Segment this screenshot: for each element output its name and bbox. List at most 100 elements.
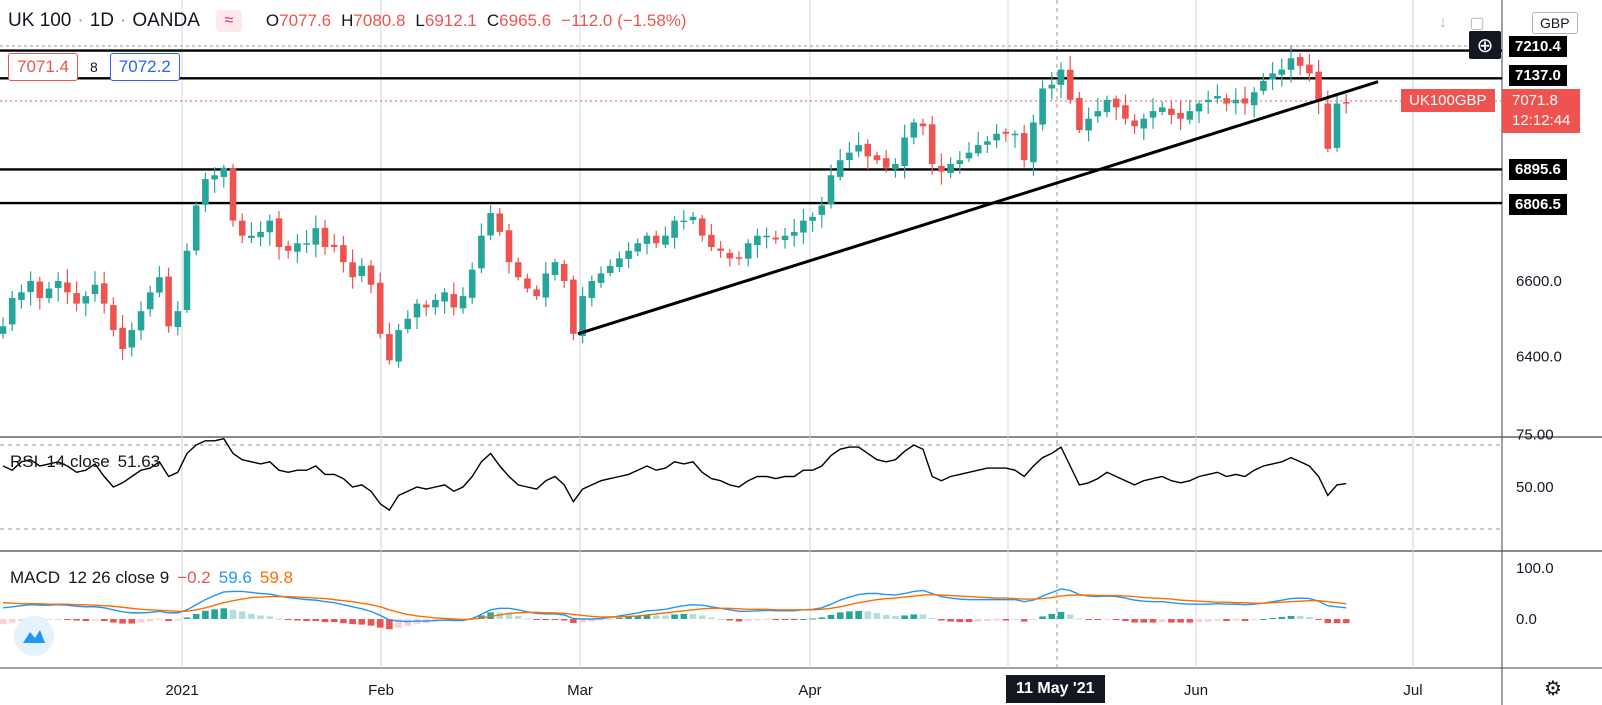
sell-button[interactable]: 7071.4 — [8, 53, 78, 81]
rsi-line — [2, 437, 1347, 512]
candle-body — [680, 220, 688, 223]
macd-histogram-bar — [1039, 616, 1046, 619]
candle-body — [1186, 111, 1194, 120]
macd-histogram-bar — [1232, 619, 1240, 621]
rsi-params: 14 close — [46, 452, 110, 471]
candle-body — [634, 243, 642, 252]
interval-label[interactable]: 1D — [89, 10, 114, 31]
candle-body — [846, 152, 853, 161]
candle-body — [514, 262, 522, 278]
candle-body — [772, 237, 780, 240]
candle-body — [395, 330, 402, 362]
macd-histogram-bar — [1296, 615, 1304, 619]
candle-body — [468, 269, 476, 298]
macd-tick-label: 100.0 — [1516, 560, 1554, 577]
ohlc-values: O7077.6 H7080.8 L6912.1 C6965.6 −112.0 (… — [266, 11, 687, 31]
macd-histogram-bar — [892, 615, 899, 619]
macd-histogram-bar — [901, 615, 908, 619]
candle-body — [560, 264, 568, 281]
tradingview-logo-icon[interactable] — [14, 616, 54, 656]
candle-body — [781, 235, 789, 241]
rsi-name[interactable]: RSI — [10, 452, 39, 471]
candle-body — [790, 231, 798, 236]
candle-body — [827, 175, 835, 205]
macd-histogram-bar — [450, 619, 458, 621]
macd-histogram-bar — [1342, 619, 1350, 624]
candle-body — [165, 276, 172, 327]
macd-histogram-bar — [689, 613, 697, 619]
macd-histogram-bar — [1333, 619, 1341, 624]
settings-gear-icon[interactable]: ⚙ — [1544, 678, 1562, 700]
macd-histogram-bar — [744, 619, 752, 622]
candle-body — [1214, 96, 1221, 99]
macd-histogram-bar — [1315, 619, 1322, 620]
macd-histogram-bar — [211, 609, 218, 619]
candle-body — [54, 281, 62, 288]
macd-hist-value: −0.2 — [177, 568, 211, 587]
candle-body — [386, 334, 393, 361]
macd-histogram-bar — [1122, 619, 1129, 622]
macd-histogram-bar — [1250, 619, 1258, 621]
candle-body — [1324, 103, 1332, 149]
candle-body — [1296, 57, 1304, 66]
candle-body — [100, 283, 108, 304]
macd-histogram-bar — [827, 614, 835, 619]
currency-button[interactable]: GBP — [1532, 12, 1578, 34]
low-value: 6912.1 — [424, 11, 477, 30]
add-alert-plus-icon[interactable]: ⊕ — [1469, 31, 1501, 59]
macd-histogram-bar — [956, 619, 964, 623]
macd-histogram-bar — [882, 614, 890, 619]
candle-body — [754, 235, 761, 246]
macd-histogram-bar — [1195, 619, 1203, 623]
macd-name[interactable]: MACD — [10, 568, 61, 587]
candle-body — [1177, 112, 1184, 119]
candle-body — [1002, 131, 1010, 134]
macd-histogram-bar — [110, 619, 117, 623]
candle-body — [662, 235, 669, 245]
macd-histogram-bar — [1103, 619, 1111, 620]
candle-body — [91, 284, 99, 294]
candle-body — [1195, 103, 1203, 112]
macd-histogram-bar — [183, 617, 191, 619]
macd-histogram-bar — [45, 619, 53, 621]
macd-histogram-bar — [606, 619, 614, 620]
buy-button[interactable]: 7072.2 — [109, 53, 180, 81]
macd-histogram-bar — [855, 610, 862, 619]
price-tick-label: 6400.0 — [1516, 349, 1562, 366]
compare-wave-icon[interactable]: ≈ — [215, 10, 242, 32]
macd-histogram-bar — [404, 619, 412, 627]
macd-histogram-bar — [137, 619, 145, 623]
candle-body — [1241, 98, 1249, 104]
symbol-name[interactable]: UK 100 — [8, 10, 72, 31]
download-icon[interactable]: ↓ — [1439, 14, 1447, 31]
spread-value: 8 — [90, 59, 98, 75]
candle-body — [993, 133, 1000, 141]
macd-histogram-bar — [726, 619, 734, 621]
macd-histogram-bar — [496, 612, 504, 619]
candle-body — [156, 277, 163, 293]
macd-histogram-bar — [340, 619, 347, 624]
macd-histogram-bar — [616, 617, 623, 619]
candle-body — [238, 220, 246, 236]
macd-histogram-bar — [1066, 614, 1074, 619]
macd-histogram-bar — [73, 619, 80, 621]
candle-body — [974, 145, 982, 154]
candle-body — [82, 296, 90, 304]
macd-histogram-bar — [579, 619, 586, 623]
maximize-icon[interactable]: ▢ — [1469, 15, 1485, 32]
x-tick-label: Jun — [1184, 682, 1208, 699]
candle-body — [1269, 73, 1276, 80]
macd-histogram-bar — [146, 619, 154, 622]
candle-body — [1066, 69, 1074, 100]
candle-body — [1278, 69, 1286, 75]
macd-histogram-bar — [238, 611, 246, 619]
macd-histogram-bar — [809, 618, 816, 620]
candle-body — [128, 330, 136, 348]
level-tag-7137: 7137.0 — [1509, 65, 1567, 86]
candle-body — [340, 245, 347, 263]
macd-legend: MACD 12 26 close 9 −0.2 59.6 59.8 — [10, 568, 293, 588]
symbol-legend: UK 100 · 1D · OANDA ≈ O7077.6 H7080.8 L6… — [8, 10, 687, 32]
candle-body — [1076, 97, 1083, 130]
candle-body — [901, 137, 908, 166]
